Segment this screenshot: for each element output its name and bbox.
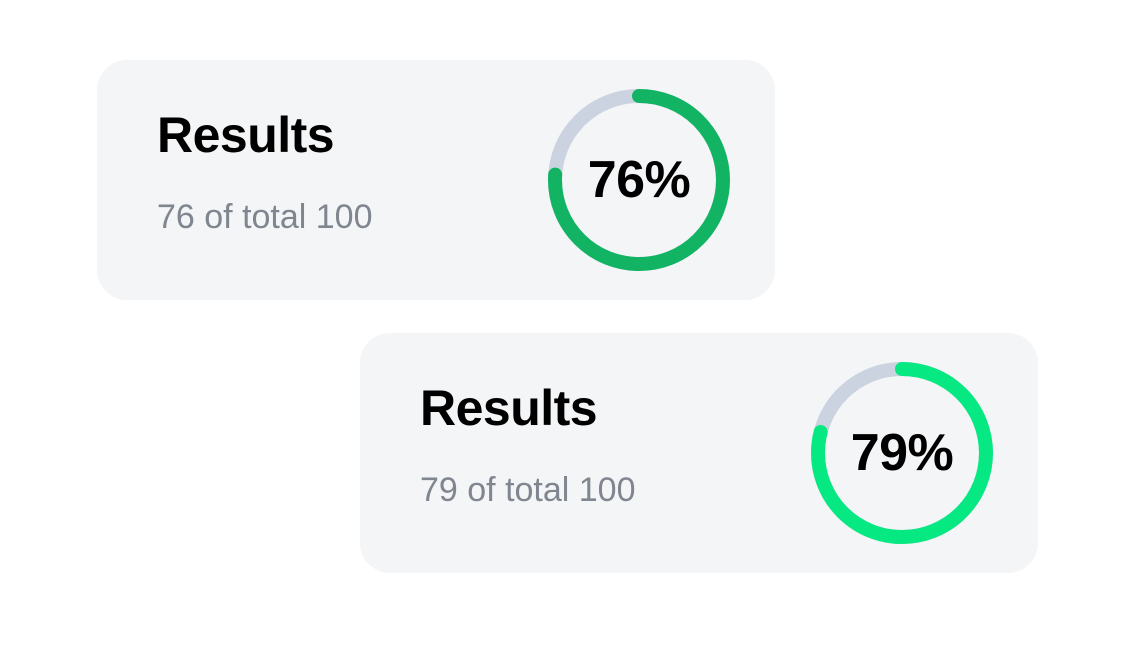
results-card: Results 76 of total 100 76% — [97, 60, 775, 300]
progress-ring-arc — [548, 89, 730, 271]
card-subtitle: 76 of total 100 — [157, 198, 373, 236]
progress-ring: 79% — [810, 361, 994, 545]
progress-percent-label: 79% — [850, 424, 954, 482]
card-title: Results — [420, 380, 598, 436]
card-title: Results — [157, 107, 335, 163]
results-card: Results 79 of total 100 79% — [360, 333, 1038, 573]
progress-ring-svg — [548, 89, 730, 271]
progress-ring: 76% — [547, 88, 731, 272]
progress-ring-svg — [811, 362, 993, 544]
card-subtitle: 79 of total 100 — [420, 471, 636, 509]
progress-percent-label: 76% — [587, 151, 691, 209]
progress-ring-arc — [811, 362, 993, 544]
